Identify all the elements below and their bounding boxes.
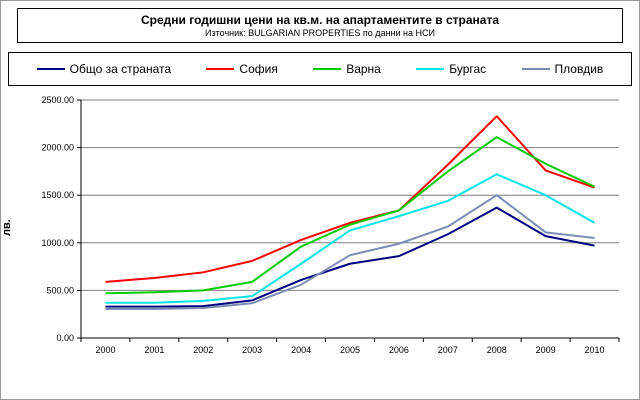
x-tick-label: 2002 xyxy=(193,345,213,355)
x-tick-label: 2007 xyxy=(438,345,458,355)
legend-label: София xyxy=(239,62,278,76)
chart-subtitle: Източник: BULGARIAN PROPERTIES по данни … xyxy=(205,28,435,38)
y-tick-label: 0.00 xyxy=(56,333,74,343)
legend-label: Общо за страната xyxy=(69,62,172,76)
legend-line-swatch xyxy=(36,68,65,70)
legend-line-swatch xyxy=(416,68,445,70)
series-line xyxy=(105,206,595,308)
series-line xyxy=(105,136,595,295)
line-chart: 0.00 500.00 1000.00 1500.00 2000.00 2500.00 20… xyxy=(41,95,620,355)
x-tick-label: 2003 xyxy=(242,345,262,355)
plot-area: лв. 0.00 500.00 1000.00 1500.00 2000.00 2500.… xyxy=(1,90,639,366)
x-tick-label: 2006 xyxy=(389,345,409,355)
chart-title: Средни годишни цени на кв.м. на апартаме… xyxy=(141,13,499,27)
x-tick-label: 2008 xyxy=(487,345,507,355)
series-line xyxy=(105,173,596,304)
legend-label: Варна xyxy=(346,62,381,76)
y-axis-title: лв. xyxy=(1,219,13,237)
legend-item: Варна xyxy=(313,62,381,76)
x-tick-label: 2005 xyxy=(340,345,360,355)
legend-item: София xyxy=(206,62,278,76)
legend-item: Бургас xyxy=(416,62,486,76)
y-tick-label: 2500.00 xyxy=(41,95,74,105)
x-tick-label: 2001 xyxy=(144,345,164,355)
legend-line-swatch xyxy=(206,68,235,70)
y-tick-label: 2000.00 xyxy=(41,143,74,153)
legend: Общо за страната София Варна Бургас Пловдив xyxy=(8,52,632,86)
x-tick-label: 2004 xyxy=(291,345,311,355)
legend-line-swatch xyxy=(313,68,342,70)
legend-item: Общо за страната xyxy=(36,62,172,76)
legend-label: Пловдив xyxy=(554,62,604,76)
series-line xyxy=(105,194,595,310)
x-tick-label: 2009 xyxy=(536,345,556,355)
chart-title-box: Средни годишни цени на кв.м. на апартаме… xyxy=(17,8,623,43)
series-line xyxy=(105,115,595,283)
legend-label: Бургас xyxy=(449,62,487,76)
x-tick-label: 2010 xyxy=(585,345,605,355)
x-tick-label: 2000 xyxy=(95,345,115,355)
y-tick-label: 500.00 xyxy=(46,285,74,295)
y-tick-label: 1000.00 xyxy=(41,238,74,248)
y-tick-label: 1500.00 xyxy=(41,190,74,200)
legend-item: Пловдив xyxy=(521,62,604,76)
legend-line-swatch xyxy=(521,68,550,70)
